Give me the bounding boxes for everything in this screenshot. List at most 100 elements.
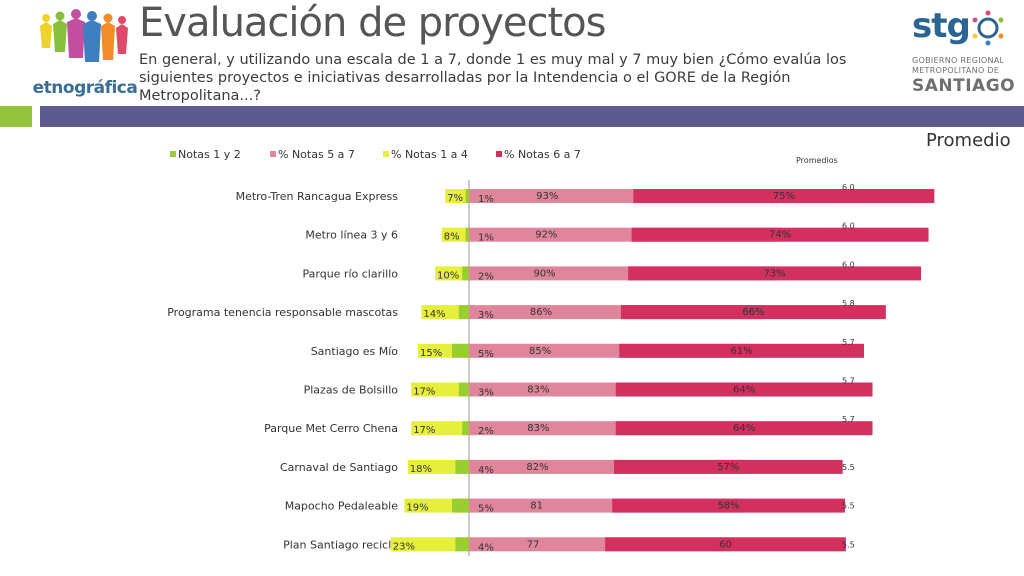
bar-notas-1-y-2 — [465, 227, 469, 242]
bar-notas-1-a-4 — [421, 305, 469, 320]
bar-notas-6-a-7 — [615, 382, 873, 397]
data-label-notas-5-a-7: 83% — [527, 423, 549, 434]
legend-swatch — [270, 151, 276, 157]
data-label-notas-6-a-7: 64% — [733, 423, 755, 434]
legend-label: % Notas 5 a 7 — [278, 148, 355, 161]
data-label-notas-6-a-7: 74% — [769, 230, 791, 241]
data-label-notas-5-a-7: 83% — [527, 385, 549, 396]
category-label: Programa tenencia responsable mascotas — [167, 306, 398, 319]
promedio-value: 5.7 — [842, 415, 855, 424]
bar-notas-1-a-4 — [407, 459, 469, 474]
category-label: Parque Met Cerro Chena — [264, 422, 398, 435]
promedio-value: 5.7 — [842, 338, 855, 347]
promedio-value: 6.0 — [842, 260, 855, 269]
promedio-value: 6.0 — [842, 183, 855, 192]
data-label-notas-5-a-7: 92% — [535, 230, 557, 241]
data-label-notas-1-y-2: 1% — [478, 194, 494, 205]
data-label-notas-1-a-4: 10% — [437, 270, 459, 281]
purple-band — [40, 106, 1024, 127]
data-label-notas-1-y-2: 5% — [478, 504, 494, 515]
data-label-notas-1-a-4: 17% — [413, 425, 435, 436]
bar-notas-1-a-4 — [435, 266, 469, 281]
data-label-notas-1-y-2: 2% — [478, 426, 494, 437]
data-label-notas-1-a-4: 7% — [447, 193, 463, 204]
data-label-notas-1-a-4: 14% — [423, 309, 445, 320]
legend-swatch — [383, 151, 389, 157]
legend-swatch — [170, 151, 176, 157]
bar-notas-1-y-2 — [452, 498, 469, 513]
bar-notas-6-a-7 — [605, 537, 846, 552]
data-label-notas-6-a-7: 73% — [763, 268, 785, 279]
bar-notas-1-y-2 — [462, 421, 469, 436]
data-label-notas-5-a-7: 90% — [533, 268, 555, 279]
data-label-notas-1-y-2: 4% — [478, 465, 494, 476]
data-label-notas-1-y-2: 1% — [478, 233, 494, 244]
bar-notas-1-a-4 — [411, 421, 469, 436]
data-label-notas-5-a-7: 93% — [536, 191, 558, 202]
bar-notas-1-y-2 — [455, 459, 469, 474]
bar-notas-6-a-7 — [633, 189, 935, 203]
bar-notas-6-a-7 — [612, 498, 845, 513]
legend-label: Notas 1 y 2 — [178, 148, 241, 161]
data-label-notas-6-a-7: 66% — [742, 307, 764, 318]
category-label: Carnaval de Santiago — [280, 461, 398, 474]
promedio-value: 5.7 — [842, 377, 855, 386]
legend-label: % Notas 1 a 4 — [391, 148, 468, 161]
data-label-notas-5-a-7: 86% — [530, 307, 552, 318]
promedio-value: 5.8 — [842, 299, 855, 308]
promedio-value: 5.5 — [842, 463, 855, 472]
star-burst-icon — [972, 10, 1004, 46]
category-label: Santiago es Mío — [311, 345, 399, 358]
data-label-notas-1-a-4: 8% — [444, 232, 460, 243]
bar-notas-1-a-4 — [445, 189, 469, 203]
data-label-notas-5-a-7: 81 — [530, 501, 543, 512]
data-label-notas-1-a-4: 17% — [413, 387, 435, 398]
bar-notas-6-a-7 — [631, 227, 929, 242]
category-label: Mapocho Pedaleable — [285, 500, 399, 513]
people-logo-icon — [40, 9, 128, 62]
bar-notas-1-a-4 — [390, 537, 469, 552]
promedio-value: 5.5 — [842, 540, 855, 549]
bar-notas-6-a-7 — [613, 459, 843, 474]
stg-brand: stg — [912, 6, 971, 46]
data-label-notas-1-y-2: 3% — [478, 310, 494, 321]
data-label-notas-6-a-7: 58% — [717, 501, 739, 512]
legend-label: % Notas 6 a 7 — [504, 148, 581, 161]
bar-notas-1-y-2 — [452, 343, 469, 358]
etnografica-logo-text: etnográfica — [32, 78, 138, 98]
promedio-heading: Promedio — [926, 130, 1011, 151]
data-label-notas-1-y-2: 5% — [478, 349, 494, 360]
data-label-notas-5-a-7: 85% — [529, 346, 551, 357]
category-label: Plan Santiago recicla — [283, 538, 398, 551]
category-label: Parque río clarillo — [303, 267, 399, 280]
data-label-notas-1-a-4: 19% — [406, 503, 428, 514]
bar-notas-6-a-7 — [619, 343, 865, 358]
bar-notas-1-y-2 — [458, 382, 469, 397]
data-label-notas-6-a-7: 57% — [717, 462, 739, 473]
bar-notas-1-y-2 — [462, 266, 469, 281]
bar-notas-1-y-2 — [455, 537, 469, 552]
bar-notas-6-a-7 — [615, 421, 873, 436]
data-label-notas-6-a-7: 64% — [733, 385, 755, 396]
data-label-notas-6-a-7: 75% — [773, 191, 795, 202]
category-label: Plazas de Bolsillo — [304, 384, 399, 397]
bar-notas-1-y-2 — [465, 189, 469, 203]
legend-swatch — [496, 151, 502, 157]
green-band — [0, 106, 32, 127]
bar-notas-1-a-4 — [411, 382, 469, 397]
page-subtitle: En general, y utilizando una escala de 1… — [139, 52, 847, 104]
bar-notas-6-a-7 — [628, 266, 921, 281]
data-label-notas-1-a-4: 18% — [410, 464, 432, 475]
gore-text: GOBIERNO REGIONAL METROPOLITANO DE — [912, 56, 1005, 75]
data-label-notas-6-a-7: 60 — [719, 539, 732, 550]
data-label-notas-5-a-7: 82% — [526, 462, 548, 473]
etnografica-logo: etnográfica — [30, 8, 138, 100]
gore-santiago-logo: stg GOBIERNO REGIONAL METROPOLITANO DE S… — [908, 6, 1015, 100]
promedio-value: 6.0 — [842, 222, 855, 231]
data-label-notas-1-y-2: 2% — [478, 271, 494, 282]
santiago-text: SANTIAGO — [912, 76, 1016, 96]
category-label: Metro línea 3 y 6 — [305, 229, 398, 242]
bar-notas-6-a-7 — [621, 305, 886, 320]
promedio-value: 5.5 — [842, 502, 855, 511]
